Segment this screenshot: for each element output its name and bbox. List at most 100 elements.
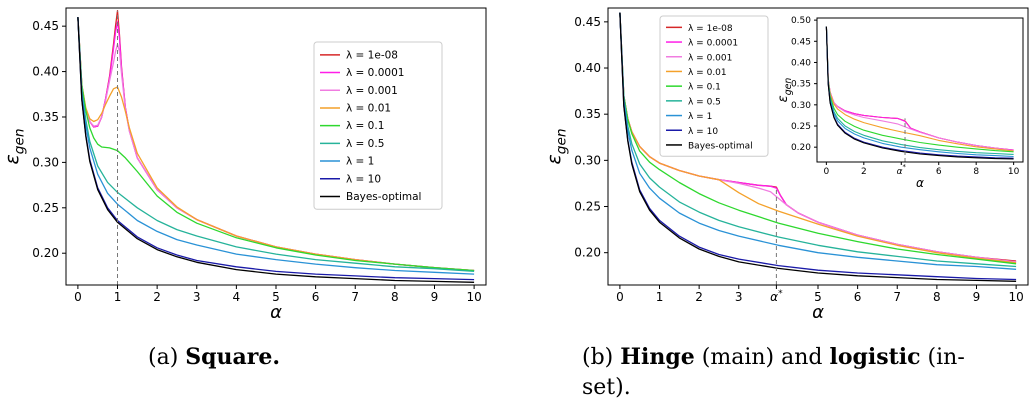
legend-entry: λ = 10 <box>688 127 718 137</box>
x-tick-label: 1 <box>656 290 664 304</box>
x-tick-label: 0 <box>74 290 82 304</box>
x-tick-label: 3 <box>735 290 743 304</box>
series-line-3 <box>825 26 1014 152</box>
x-tick-label: 0 <box>823 167 829 177</box>
caption-b-prefix: (b) <box>582 345 621 370</box>
x-tick-label: 2 <box>861 167 867 177</box>
series-line-5 <box>77 17 475 273</box>
x-tick-label: 6 <box>936 167 942 177</box>
y-tick-label: 0.20 <box>791 143 811 153</box>
x-tick-label: 8 <box>933 290 941 304</box>
x-tick-label: 2 <box>153 290 161 304</box>
x-tick-label: 5 <box>814 290 822 304</box>
legend-entry: λ = 1e-08 <box>688 24 733 34</box>
legend-entry: λ = 0.5 <box>688 97 721 107</box>
x-tick-label: 4 <box>233 290 241 304</box>
x-tick-label: 7 <box>893 290 901 304</box>
y-tick-label: 0.35 <box>32 110 59 124</box>
legend-entry: λ = 0.0001 <box>346 67 404 79</box>
x-tick-label: 0 <box>616 290 624 304</box>
series-line-4 <box>77 17 475 272</box>
y-tick-label: 0.25 <box>791 122 811 132</box>
chart-hinge: 0 1 2 3 α* 5 6 7 8 9 10 0.20 0.25 0.30 0.35 0.40 0.45 α εg… <box>543 7 1029 323</box>
y-tick-label: 0.30 <box>791 101 811 111</box>
series-line-4 <box>825 26 1014 153</box>
caption-a-prefix: (a) <box>148 345 186 370</box>
legend-entry: Bayes-optimal <box>688 141 753 151</box>
x-tick-label: 9 <box>431 290 439 304</box>
x-tick-label: 10 <box>1008 167 1020 177</box>
caption-a-title: Square. <box>185 344 281 370</box>
y-tick-label: 0.50 <box>791 16 811 26</box>
x-tick-label: 6 <box>854 290 862 304</box>
legend-entry: λ = 0.5 <box>346 138 384 150</box>
caption-a: (a) Square. <box>148 342 280 373</box>
series-line-6 <box>825 26 1014 158</box>
caption-b-line1: (b) Hinge (main) and logistic (in- <box>582 342 965 373</box>
x-tick-label: α* <box>897 163 907 177</box>
series-line-6 <box>619 12 1017 270</box>
x-axis-label: α <box>270 302 282 323</box>
legend-entry: λ = 0.1 <box>688 83 721 93</box>
y-tick-label: 0.45 <box>32 19 59 33</box>
caption-b-logistic: logistic <box>829 344 921 370</box>
y-tick-label: 0.25 <box>574 200 601 214</box>
legend-entry: λ = 0.0001 <box>688 39 738 49</box>
y-tick-label: 0.40 <box>791 58 811 68</box>
x-tick-label: 10 <box>1008 290 1023 304</box>
legend-box <box>313 41 443 210</box>
y-tick-label: 0.45 <box>791 37 811 47</box>
plot-frame <box>816 17 1024 163</box>
series-line-4 <box>619 12 1017 265</box>
series-line-3 <box>77 17 475 272</box>
x-tick-label: 8 <box>391 290 399 304</box>
legend-entry: λ = 1 <box>346 156 374 168</box>
x-tick-label: 3 <box>193 290 201 304</box>
y-tick-label: 0.40 <box>32 65 59 79</box>
y-tick-label: 0.25 <box>32 201 59 215</box>
legend-entry: λ = 10 <box>346 173 381 185</box>
series-line-5 <box>619 12 1017 268</box>
caption-b-line2: set). <box>582 375 631 400</box>
y-axis-label-text: εgen <box>1 128 28 164</box>
chart-square: 0 1 2 3 4 5 6 7 8 9 10 0.20 0.25 0.30 0.35 0.40 0.45 α εge… <box>1 7 487 323</box>
x-tick-label: 10 <box>466 290 481 304</box>
y-tick-label: 0.35 <box>574 107 601 121</box>
x-axis-label: α <box>812 302 824 323</box>
y-tick-label: 0.30 <box>574 153 601 167</box>
x-tick-label: 2 <box>695 290 703 304</box>
legend-entry: λ = 1e-08 <box>346 49 398 61</box>
y-tick-label: 0.20 <box>574 246 601 260</box>
legend-entry: λ = 0.1 <box>346 120 384 132</box>
chart-logistic-inset: 0 2 α* 6 8 10 0.20 0.25 0.30 0.35 0.40 0.45 0.50 α εge… <box>776 16 1024 190</box>
legend-entry: Bayes-optimal <box>346 191 421 203</box>
legend-entry: λ = 0.001 <box>688 53 732 63</box>
inset-background <box>817 18 1023 162</box>
caption-b-line1-end: (in- <box>920 345 965 370</box>
series-line-8 <box>619 12 1017 282</box>
legend-entry: λ = 0.01 <box>688 68 727 78</box>
legend-entry: λ = 0.01 <box>346 102 391 114</box>
series-line-6 <box>77 17 475 275</box>
y-axis-label-text: εgen <box>543 128 570 164</box>
x-tick-label: 6 <box>312 290 320 304</box>
caption-b-hinge: Hinge <box>620 344 695 370</box>
x-tick-label: 1 <box>114 290 122 304</box>
x-tick-label: α* <box>770 289 783 304</box>
y-tick-label: 0.40 <box>574 61 601 75</box>
y-tick-label: 0.20 <box>32 246 59 260</box>
y-axis-label-text: εgen <box>776 78 794 103</box>
y-axis-label: εgen <box>776 78 794 103</box>
y-axis-label: εgen <box>1 128 28 164</box>
y-axis-label: εgen <box>543 128 570 164</box>
x-tick-label: 7 <box>351 290 359 304</box>
series-line-8 <box>77 17 475 283</box>
y-tick-label: 0.35 <box>791 80 811 90</box>
x-axis-label: α <box>916 176 924 190</box>
caption-b: (b) Hinge (main) and logistic (in- set). <box>582 342 965 403</box>
legend-entry: λ = 0.001 <box>346 85 398 97</box>
series-line-8 <box>825 26 1014 160</box>
x-tick-label: 8 <box>973 167 979 177</box>
series-line-3 <box>619 12 1017 264</box>
